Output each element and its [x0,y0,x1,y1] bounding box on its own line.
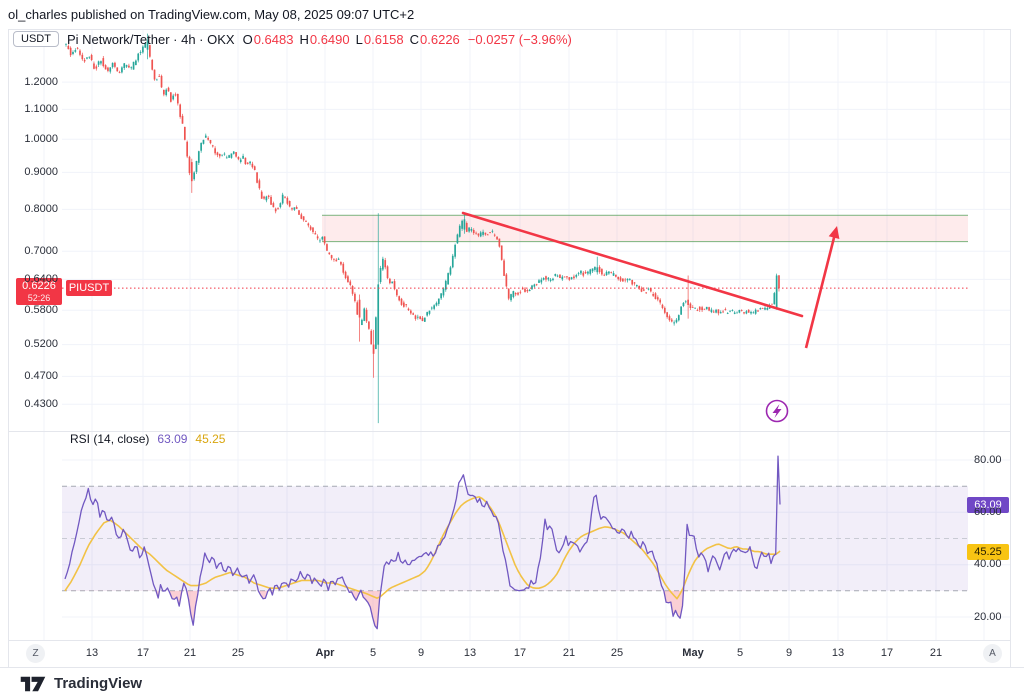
rsi-axis-badge: 63.09 [967,497,1009,513]
price-axis-tick: 0.5800 [24,303,58,316]
time-axis-tick: 17 [880,647,894,659]
rsi-axis-tick: 60.00 [974,505,1002,518]
time-axis-divider [8,640,1010,641]
time-axis-tick: Apr [315,647,335,659]
rsi-title[interactable]: RSI (14, close) [70,432,150,446]
time-axis-tick: 21 [183,647,197,659]
ohlc-value: 0.6490 [309,31,350,47]
ohlc-key: C0.6226 [409,31,460,47]
time-axis-tick: 25 [231,647,245,659]
ohlc-value: 0.6226 [420,31,460,47]
currency-badge[interactable]: USDT [13,31,59,47]
rsi-axis-tick: 20.00 [974,610,1002,623]
footer-divider [0,667,1024,668]
change-value: −0.0257 (−3.96%) [467,31,572,47]
time-axis-tick: 13 [463,647,477,659]
price-axis-tick: 0.5200 [24,338,58,351]
price-axis-tick: 0.4300 [24,397,58,410]
ohlc-key: O0.6483 [242,31,294,47]
pane-divider [8,431,1010,432]
tradingview-logo-icon[interactable] [20,676,46,692]
lightning-icon [765,399,789,423]
time-axis-tick: 5 [736,647,744,659]
ohlc-values: O0.6483 H0.6490 L0.6158 C0.6226 [243,32,460,47]
timezone-button[interactable]: Z [26,644,45,663]
ohlc-value: 0.6158 [363,31,404,47]
time-axis-tick: 17 [513,647,527,659]
time-axis-tick: 5 [369,647,377,659]
symbol-title[interactable]: Pi Network/Tether · 4h · OKX [66,31,235,47]
legend: USDT Pi Network/Tether · 4h · OKX O0.648… [13,31,572,47]
time-axis-tick: 21 [562,647,576,659]
symbol-badge: PIUSDT [66,280,112,296]
time-axis-tick: 9 [785,647,793,659]
ohlc-key: L0.6158 [355,31,404,47]
time-axis-tick: 25 [610,647,624,659]
rsi-axis-tick: 40.00 [974,558,1002,571]
price-axis-tick: 0.6400 [24,272,58,285]
time-axis-tick: May [682,647,704,659]
frame-top-line [8,29,1010,30]
price-axis-tick: 0.8000 [24,202,58,215]
current-price-badge: 0.6226 52:26 [16,278,62,305]
current-price-value: 0.6226 [22,280,56,292]
price-axis-tick: 0.7000 [24,244,58,257]
ohlc-key: H0.6490 [299,31,350,47]
rsi-ma-value: 45.25 [195,432,226,446]
footer: TradingView [0,668,1024,699]
price-axis-tick: 0.4700 [24,369,58,382]
price-axis-tick: 1.0000 [24,132,58,145]
time-axis-tick: 13 [831,647,845,659]
bar-countdown: 52:26 [27,293,51,303]
rsi-header: RSI (14, close) 63.09 45.25 [70,432,225,446]
time-axis-tick: 13 [85,647,99,659]
frame-right-line [1010,29,1011,667]
price-axis-tick: 1.1000 [24,102,58,115]
frame-left-line [8,29,9,667]
time-axis-tick: 9 [417,647,425,659]
price-axis-tick: 1.2000 [24,75,58,88]
price-axis-tick: 0.9000 [24,165,58,178]
time-axis-tick: 21 [929,647,943,659]
published-attribution: ol_charles published on TradingView.com,… [8,7,415,22]
auto-scale-button[interactable]: A [983,644,1002,663]
time-axis-tick: 17 [136,647,150,659]
rsi-ma-axis-badge: 45.25 [967,544,1009,560]
candles [65,33,780,424]
rsi-value: 63.09 [157,432,188,446]
rsi-axis-tick: 80.00 [974,453,1002,466]
ohlc-value: 0.6483 [253,31,294,47]
brand-name[interactable]: TradingView [54,675,143,692]
